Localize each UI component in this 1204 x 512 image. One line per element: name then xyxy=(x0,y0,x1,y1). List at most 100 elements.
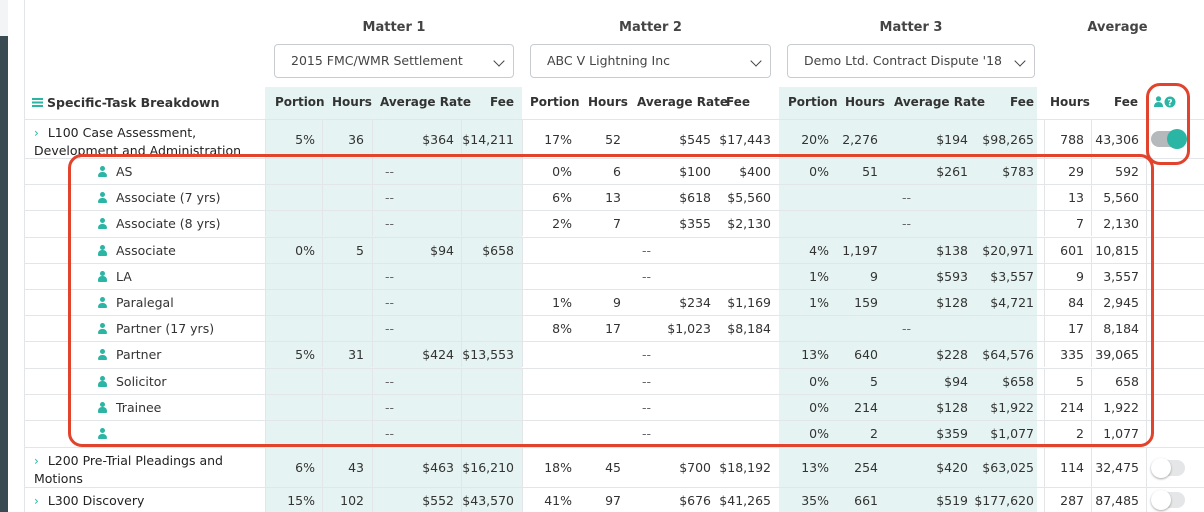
m2-hours-cell: 45 xyxy=(605,460,621,475)
column-divider xyxy=(1146,159,1147,184)
m3-hours-header: Hours xyxy=(845,95,885,109)
column-divider xyxy=(1044,237,1045,263)
avg-fee-cell: 2,945 xyxy=(1103,295,1139,310)
column-divider xyxy=(265,185,266,211)
person-icon xyxy=(98,218,107,230)
column-divider xyxy=(461,290,462,315)
role-row: -- -- 0% 2 $359 $1,077 2 1,077 xyxy=(24,420,1204,446)
task-label-text: L300 Discovery xyxy=(47,493,145,508)
m3-portion-cell: 1% xyxy=(809,268,829,284)
column-divider xyxy=(1146,394,1147,420)
task-label[interactable]: › L100 Case Assessment, Development and A… xyxy=(34,124,264,159)
column-divider xyxy=(265,211,266,237)
m2-fee-header: Fee xyxy=(726,95,750,109)
m3-empty-cell: -- xyxy=(901,321,912,337)
m3-hours-cell: 254 xyxy=(854,460,878,475)
column-divider xyxy=(372,211,373,237)
m1-hours-cell: 102 xyxy=(340,492,364,508)
m3-hours-cell: 640 xyxy=(854,347,878,363)
chevron-right-icon[interactable]: › xyxy=(34,494,39,508)
m1-portion-cell: 5% xyxy=(295,131,315,147)
m3-fee-cell: $658 xyxy=(1002,373,1034,389)
m2-portion-cell: 6% xyxy=(552,190,572,206)
column-divider xyxy=(461,394,462,420)
column-divider xyxy=(522,185,523,211)
avg-fee-cell: 2,130 xyxy=(1103,216,1139,232)
role-name: LA xyxy=(116,268,132,284)
column-divider xyxy=(322,185,323,211)
m2-hours-header: Hours xyxy=(588,95,628,109)
column-divider xyxy=(322,120,323,158)
column-divider xyxy=(522,488,523,512)
breakdown-toggle-1[interactable] xyxy=(1151,457,1185,478)
column-divider xyxy=(461,488,462,512)
column-divider xyxy=(265,237,266,263)
average-title: Average xyxy=(1087,20,1148,35)
m1-rate-cell: $94 xyxy=(430,242,454,258)
column-divider xyxy=(322,448,323,487)
task-row[interactable]: › L200 Pre-Trial Pleadings and Motions 6% 4… xyxy=(24,447,1204,487)
column-divider xyxy=(1091,488,1092,512)
column-divider xyxy=(372,342,373,368)
m3-empty-cell: -- xyxy=(901,190,912,206)
role-name: Associate xyxy=(116,242,176,258)
m2-hours-cell: 97 xyxy=(605,492,621,508)
m3-portion-cell: 0% xyxy=(809,426,829,441)
role-label: Partner xyxy=(98,342,258,367)
m2-empty-cell: -- xyxy=(641,399,652,415)
column-divider xyxy=(372,159,373,184)
person-icon xyxy=(98,323,107,335)
person-icon xyxy=(98,297,107,308)
person-icon xyxy=(98,349,107,361)
matter-1-select[interactable]: 2015 FMC/WMR Settlement xyxy=(274,44,514,78)
m3-hours-cell: 5 xyxy=(870,373,878,389)
chevron-right-icon[interactable]: › xyxy=(34,454,39,468)
avg-fee-cell: 43,306 xyxy=(1095,131,1139,147)
breakdown-toggle-2[interactable] xyxy=(1151,490,1185,510)
column-divider xyxy=(461,448,462,487)
column-divider xyxy=(461,342,462,368)
column-divider xyxy=(1091,421,1092,446)
task-label[interactable]: › L300 Discovery xyxy=(34,492,264,510)
column-divider xyxy=(372,120,373,158)
m1-hours-cell: 5 xyxy=(356,242,364,258)
column-divider xyxy=(1091,263,1092,289)
section-title: Specific-Task Breakdown xyxy=(32,95,220,110)
m3-fee-cell: $64,576 xyxy=(982,347,1034,363)
m3-hours-cell: 51 xyxy=(862,164,878,179)
role-row: Associate 0% 5 $94 $658 -- 4% 1,197 $138 $20,971 6… xyxy=(24,236,1204,263)
m1-portion-cell: 6% xyxy=(295,460,315,475)
header-icons[interactable]: ? xyxy=(1154,96,1176,108)
chevron-right-icon[interactable]: › xyxy=(34,126,39,140)
matter-2-select[interactable]: ABC V Lightning Inc xyxy=(530,44,771,78)
avg-fee-cell: 10,815 xyxy=(1095,242,1139,258)
task-row[interactable]: › L300 Discovery 15% 102 $552 $43,570 41% 97 $67… xyxy=(24,487,1204,512)
avg-hours-cell: 114 xyxy=(1060,460,1084,475)
column-divider xyxy=(461,237,462,263)
column-divider xyxy=(322,368,323,394)
role-name: Partner xyxy=(116,347,162,363)
task-row[interactable]: › L100 Case Assessment, Development and A… xyxy=(24,119,1204,158)
matter-3-select[interactable]: Demo Ltd. Contract Dispute '18 xyxy=(787,44,1035,78)
m2-empty-cell: -- xyxy=(641,268,652,284)
m3-fee-header: Fee xyxy=(1010,95,1034,109)
m2-portion-cell: 0% xyxy=(552,164,572,179)
column-divider xyxy=(372,448,373,487)
column-divider xyxy=(1091,185,1092,211)
breakdown-toggle-0[interactable] xyxy=(1151,129,1187,149)
svg-text:?: ? xyxy=(1167,98,1172,108)
m2-empty-cell: -- xyxy=(641,373,652,389)
task-label[interactable]: › L200 Pre-Trial Pleadings and Motions xyxy=(34,452,264,487)
m2-rate-cell: $700 xyxy=(679,460,711,475)
m1-empty-cell: -- xyxy=(384,399,395,415)
m3-portion-cell: 35% xyxy=(801,492,829,508)
m3-portion-cell: 20% xyxy=(801,131,829,147)
column-divider xyxy=(1044,159,1045,184)
m3-portion-cell: 13% xyxy=(801,347,829,363)
column-divider xyxy=(1091,237,1092,263)
avg-hours-cell: 84 xyxy=(1068,295,1084,310)
m1-rate-cell: $463 xyxy=(422,460,454,475)
m1-portion-cell: 5% xyxy=(295,347,315,363)
column-divider xyxy=(322,290,323,315)
column-divider xyxy=(522,342,523,368)
